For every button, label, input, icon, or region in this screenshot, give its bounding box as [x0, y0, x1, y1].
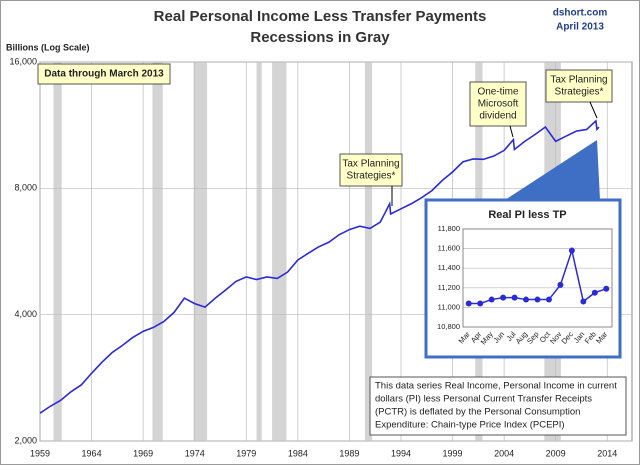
recession-band	[152, 62, 163, 441]
inset-frame	[424, 198, 622, 359]
data-point	[603, 285, 610, 292]
recession-band	[272, 62, 287, 441]
data-point	[534, 296, 541, 303]
arrow	[509, 125, 514, 138]
source-date: April 2013	[556, 22, 604, 33]
recession-band	[364, 62, 373, 441]
annotation-box	[469, 81, 527, 127]
x-tick-label: 1974	[185, 448, 205, 458]
annotation: Strategies*	[347, 171, 396, 182]
x-tick-label: 1964	[82, 448, 102, 458]
recession-band	[53, 62, 62, 441]
data-point	[477, 300, 484, 307]
chart-subtitle: Recessions in Gray	[250, 29, 390, 46]
x-tick-label: 2009	[546, 448, 566, 458]
annotation: Expenditure: Chain-type Price Index (PCE…	[375, 420, 565, 431]
y-tick-label: 11,400	[438, 263, 460, 272]
annotation: Strategies*	[555, 87, 604, 98]
x-tick-label: 1989	[339, 448, 359, 458]
annotation: This data series Real Income, Personal I…	[375, 381, 617, 392]
y-tick-label: 11,000	[438, 302, 460, 311]
data-point	[488, 296, 495, 303]
annotation-box	[339, 153, 403, 187]
y-axis-label: Billions (Log Scale)	[6, 42, 90, 52]
y-tick-label: 11,600	[438, 244, 460, 253]
inset-plot-border	[462, 228, 613, 328]
data-point	[523, 296, 530, 303]
chart-title: Real Personal Income Less Transfer Payme…	[154, 8, 487, 25]
data-point	[557, 281, 564, 288]
data-point	[580, 298, 587, 305]
recession-band	[193, 62, 208, 441]
y-tick-label: 11,200	[438, 283, 460, 292]
x-tick-label: 1959	[30, 448, 50, 458]
y-tick-label: 4,000	[14, 309, 37, 319]
annotation: dividend	[479, 111, 516, 122]
x-tick-label: 2004	[494, 448, 514, 458]
data-point	[465, 300, 472, 307]
data-point	[511, 294, 518, 301]
data-point	[500, 294, 507, 301]
annotation: One-time	[477, 87, 519, 98]
data-point	[568, 247, 575, 254]
callouts	[37, 63, 627, 436]
annotation: (PCTR) is deflated by the Personal Consu…	[375, 407, 580, 418]
note-box	[369, 376, 627, 436]
annotation: Tax Planning	[342, 159, 399, 170]
x-tick-label: 1994	[391, 448, 411, 458]
annotation: Data through March 2013	[44, 69, 164, 80]
data-line	[39, 119, 600, 414]
data-point	[591, 289, 598, 296]
annotation: Tax Planning	[550, 75, 607, 86]
y-tick-label: 2,000	[14, 435, 37, 445]
x-tick-label: 2014	[597, 448, 617, 458]
inset-title: Real PI less TP	[488, 209, 566, 221]
annotation-box	[545, 69, 613, 103]
data-point	[545, 296, 552, 303]
annotation-box	[37, 63, 171, 85]
recession-band	[256, 62, 262, 441]
x-tick-label: 1999	[443, 448, 463, 458]
y-tick-label: 11,800	[438, 224, 460, 233]
y-tick-label: 8,000	[14, 183, 37, 193]
annotation: dollars (PI) less Personal Current Trans…	[375, 394, 592, 405]
zoom-connector	[505, 140, 600, 200]
x-tick-label: 1969	[133, 448, 153, 458]
x-tick-label: 1979	[236, 448, 256, 458]
arrow	[589, 101, 598, 119]
source: dshort.com	[553, 8, 608, 19]
y-tick-label: 16,000	[9, 56, 37, 66]
y-tick-label: 10,800	[437, 322, 460, 331]
x-tick-label: 1984	[288, 448, 308, 458]
annotation: Microsoft	[478, 99, 519, 110]
